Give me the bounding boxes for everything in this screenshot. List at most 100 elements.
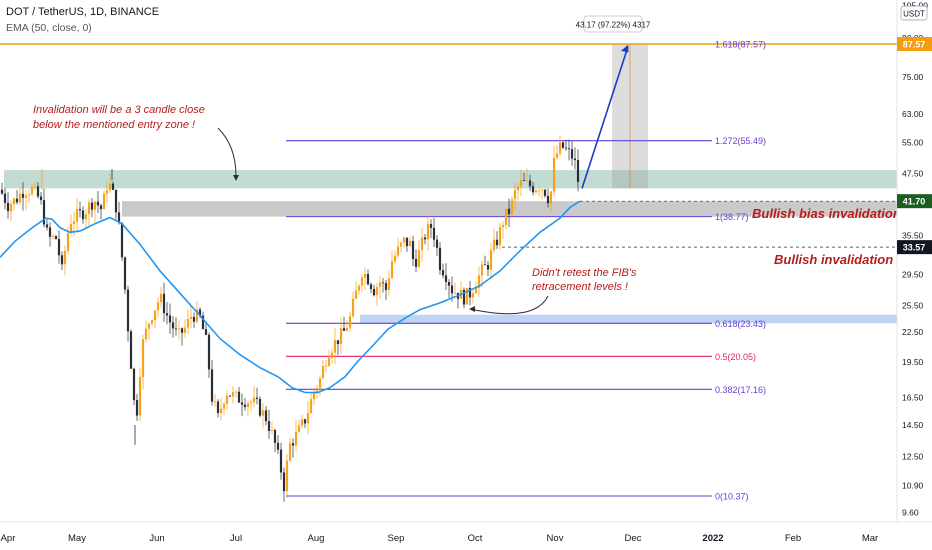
candle-body xyxy=(234,391,238,393)
candle-body xyxy=(453,292,457,294)
candle-body xyxy=(381,282,385,284)
candle-body xyxy=(402,237,406,243)
candle-body xyxy=(474,287,478,294)
candle-body xyxy=(267,421,271,432)
bullish-invalidation-label: Bullish invalidation xyxy=(774,252,893,267)
indicator-label[interactable]: EMA (50, close, 0) xyxy=(6,22,92,34)
candle-body xyxy=(297,425,301,432)
fib-label: 1.272(55.49) xyxy=(715,136,766,146)
candle-body xyxy=(306,413,310,424)
symbol-title[interactable]: DOT / TetherUS, 1D, BINANCE xyxy=(6,6,160,18)
candle-body xyxy=(129,331,133,369)
candles xyxy=(0,135,580,502)
candle-body xyxy=(39,196,43,201)
candle-body xyxy=(246,403,250,408)
candle-body xyxy=(570,149,574,159)
candle-body xyxy=(399,242,403,247)
candle-body xyxy=(162,293,166,314)
price-tick-label: 9.60 xyxy=(902,507,919,517)
unit-label: USDT xyxy=(903,10,925,19)
candle-body xyxy=(498,226,502,246)
candle-body xyxy=(393,255,397,262)
candle-body xyxy=(489,250,493,270)
candle-body xyxy=(549,191,553,204)
candle-body xyxy=(264,410,268,422)
candle-body xyxy=(270,430,274,432)
candle-body xyxy=(249,402,253,404)
candle-body xyxy=(294,431,298,446)
candle-body xyxy=(522,180,526,181)
candle-body xyxy=(501,225,505,227)
candle-body xyxy=(348,316,352,328)
candle-body xyxy=(462,289,466,305)
candle-body xyxy=(195,309,199,322)
candle-body xyxy=(174,328,178,330)
candle-body xyxy=(21,193,25,198)
candle-body xyxy=(279,449,283,473)
price-axis: 105.0090.0075.0063.0055.0047.5041.5035.5… xyxy=(896,0,932,522)
candle-body xyxy=(516,186,520,191)
candle-body xyxy=(528,180,532,187)
price-tick-label: 22.50 xyxy=(902,327,924,337)
candle-body xyxy=(273,430,277,443)
candle-body xyxy=(84,214,88,220)
time-tick-label: 2022 xyxy=(702,533,723,544)
candle-body xyxy=(555,153,559,158)
overlays: 43.17 (97.22%) 4317 Invalidation will be … xyxy=(33,15,901,315)
candle-body xyxy=(345,327,349,331)
ema-50-line xyxy=(0,200,581,394)
candle-body xyxy=(543,189,547,196)
candle-body xyxy=(567,148,571,150)
price-tag-label: 41.70 xyxy=(903,197,926,207)
candle-body xyxy=(303,419,307,424)
candle-body xyxy=(102,193,106,210)
time-axis: Apr May Jun Jul Aug Sep Oct Nov Dec 2022 Feb Mar xyxy=(0,521,932,544)
candle-body xyxy=(327,357,331,366)
candle-body xyxy=(75,209,79,222)
measure-label-box xyxy=(583,15,643,33)
candle-body xyxy=(450,285,454,294)
candle-body xyxy=(315,387,319,392)
candle-body xyxy=(117,212,121,223)
projection-arrowhead xyxy=(621,44,629,53)
candle-body xyxy=(213,401,217,403)
candle-body xyxy=(126,289,130,332)
time-tick-label: Jul xyxy=(230,533,242,544)
candle-body xyxy=(171,322,175,329)
fib-note-line1: Didn't retest the FIB's xyxy=(532,267,637,279)
candle-body xyxy=(477,275,481,288)
invalidation-note-line2: below the mentioned entry zone ! xyxy=(33,119,195,131)
candle-body xyxy=(147,323,151,329)
candle-body xyxy=(24,195,28,198)
price-tick-label: 105.00 xyxy=(902,1,928,11)
candle-body xyxy=(372,289,376,296)
candle-body xyxy=(36,186,40,197)
candle-body xyxy=(3,193,7,203)
candle-body xyxy=(192,316,196,322)
candle-body xyxy=(429,224,433,228)
candle-body xyxy=(57,239,61,256)
candle-body xyxy=(108,183,112,191)
candle-body xyxy=(135,400,139,416)
candle-body xyxy=(288,443,292,461)
time-tick-label: May xyxy=(68,533,86,544)
candle-body xyxy=(189,316,193,319)
candle-body xyxy=(87,202,91,215)
price-tick-label: 75.00 xyxy=(902,72,924,82)
fib-label: 0.382(17.16) xyxy=(715,385,766,395)
price-tag xyxy=(897,240,932,255)
candle-body xyxy=(312,391,316,400)
candle-body xyxy=(309,399,313,414)
candle-body xyxy=(375,286,379,296)
ema-line xyxy=(0,200,581,394)
price-tick-label: 35.50 xyxy=(902,230,924,240)
candle-body xyxy=(30,187,34,195)
candle-body xyxy=(204,329,208,335)
candle-body xyxy=(564,147,568,149)
fib-label: 0.5(20.05) xyxy=(715,352,756,362)
candle-body xyxy=(333,340,337,353)
blue-zone xyxy=(360,314,897,324)
candle-body xyxy=(387,278,391,290)
candle-body xyxy=(405,237,409,247)
